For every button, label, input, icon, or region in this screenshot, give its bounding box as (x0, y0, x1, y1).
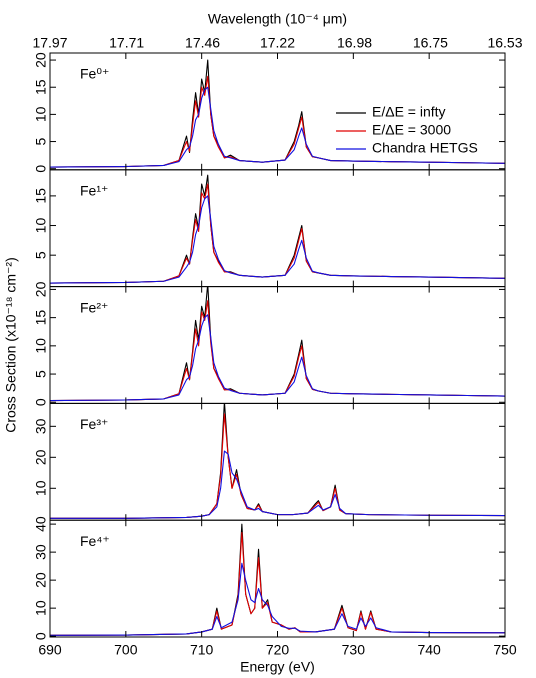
x-tick-label: 730 (342, 642, 366, 658)
y-tick-label: 5 (33, 137, 49, 145)
ion-label: Fe⁴⁺ (80, 533, 110, 549)
spectrum-line (50, 562, 505, 636)
panel: 5 10 15 Fe¹⁺ (33, 169, 506, 288)
x2-tick-label: 16.53 (487, 35, 522, 51)
spectrum-line (50, 523, 505, 636)
y-tick-label: 0 (33, 632, 49, 640)
x2-tick-label: 17.97 (32, 35, 67, 51)
spectrum-line (50, 300, 505, 402)
ion-label: Fe²⁺ (80, 299, 108, 315)
legend-label: E/ΔE = infty (372, 104, 446, 120)
ion-label: Fe³⁺ (80, 416, 108, 432)
x2-tick-label: 17.22 (260, 35, 295, 51)
panel: 0 5 10 15 20 Fe⁰⁺ 17.97 17.71 17.46 17.22 16.98 16.… (32, 11, 522, 173)
y-tick-label: 20 (33, 572, 49, 588)
x2-tick-label: 16.75 (413, 35, 448, 51)
x2-tick-label: 17.71 (109, 35, 144, 51)
y-tick-label: 20 (33, 281, 49, 297)
spectrum-line (50, 174, 505, 284)
y-tick-label: 10 (33, 480, 49, 496)
spectrum-line (50, 531, 505, 636)
x-tick-label: 720 (266, 642, 290, 658)
y-tick-label: 10 (33, 600, 49, 616)
y-tick-label: 10 (33, 338, 49, 354)
spectrum-line (50, 314, 505, 402)
curves (50, 59, 505, 168)
legend-label: Chandra HETGS (372, 140, 478, 156)
x-tick-label: 690 (38, 642, 62, 658)
y-tick-label: 0 (33, 165, 49, 173)
y-tick-label: 30 (33, 418, 49, 434)
x-tick-label: 700 (114, 642, 138, 658)
y-tick-label: 15 (33, 188, 49, 204)
y-tick-label: 15 (33, 310, 49, 326)
x-tick-label: 750 (493, 642, 517, 658)
spectrum-line (50, 195, 505, 284)
y-tick-label: 40 (33, 516, 49, 532)
y-axis-label: Cross Section (x10⁻¹⁸ cm⁻²) (3, 257, 19, 433)
ion-label: Fe⁰⁺ (80, 66, 109, 82)
spectrum-line (50, 183, 505, 284)
curves (50, 523, 505, 636)
y-tick-label: 30 (33, 544, 49, 560)
x2-axis-label: Wavelength (10⁻⁴ μm) (208, 11, 347, 27)
spectrum-line (50, 413, 505, 519)
curves (50, 403, 505, 519)
panel-frame (49, 402, 506, 521)
spectrum-line (50, 450, 505, 519)
y-tick-label: 0 (33, 398, 49, 406)
x-tick-label: 710 (190, 642, 214, 658)
x2-tick-label: 16.98 (337, 35, 372, 51)
y-tick-label: 15 (33, 79, 49, 95)
spectrum-line (50, 86, 505, 168)
panel-frame (49, 169, 506, 288)
spectrum-line (50, 286, 505, 402)
panel: 0 10 20 30 40 690 700 710 720 730 740 750 Fe⁴⁺ Energy… (33, 516, 517, 675)
curves (50, 174, 505, 284)
y-tick-label: 20 (33, 52, 49, 68)
panel-frame (49, 286, 506, 404)
curves (50, 286, 505, 402)
x-tick-label: 740 (417, 642, 441, 658)
y-tick-label: 10 (33, 106, 49, 122)
panel-frame (49, 519, 506, 638)
spectrum-line (50, 403, 505, 519)
x2-tick-label: 17.46 (185, 35, 220, 51)
legend-label: E/ΔE = 3000 (372, 122, 451, 138)
y-tick-label: 20 (33, 449, 49, 465)
x-axis-label: Energy (eV) (240, 659, 315, 675)
y-tick-label: 5 (33, 370, 49, 378)
y-tick-label: 5 (33, 251, 49, 259)
ion-label: Fe¹⁺ (80, 183, 108, 199)
y-tick-label: 10 (33, 218, 49, 234)
panel: 10 20 30 Fe³⁺ (33, 402, 506, 521)
